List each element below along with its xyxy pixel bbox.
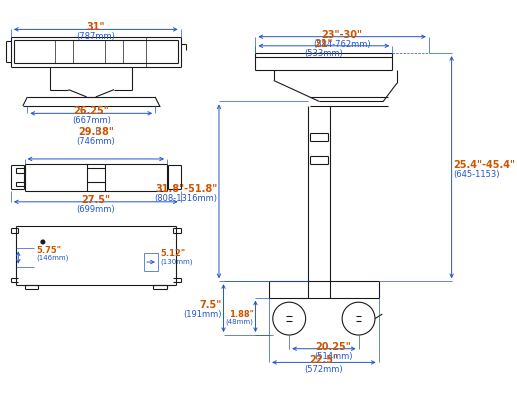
Circle shape xyxy=(342,302,375,335)
Text: 31": 31" xyxy=(86,22,105,32)
Text: (699mm): (699mm) xyxy=(77,204,115,213)
Text: 31.8"-51.8": 31.8"-51.8" xyxy=(155,183,217,193)
Text: 27.5": 27.5" xyxy=(81,194,110,204)
Text: 26.25": 26.25" xyxy=(73,106,109,116)
FancyBboxPatch shape xyxy=(16,169,25,173)
Text: (146mm): (146mm) xyxy=(37,254,69,261)
Text: 21": 21" xyxy=(315,38,333,49)
Text: (48mm): (48mm) xyxy=(226,318,254,324)
FancyBboxPatch shape xyxy=(16,182,25,187)
Text: 22.5": 22.5" xyxy=(309,354,339,365)
Circle shape xyxy=(273,302,306,335)
Text: (667mm): (667mm) xyxy=(72,116,111,125)
Text: (514mm): (514mm) xyxy=(314,350,352,360)
Text: 20.25": 20.25" xyxy=(315,341,351,350)
Text: 1.88": 1.88" xyxy=(229,309,254,318)
Text: (645-1153): (645-1153) xyxy=(453,170,500,178)
Text: 5.12": 5.12" xyxy=(161,249,186,258)
Text: 7.5": 7.5" xyxy=(200,300,222,310)
Text: (533mm): (533mm) xyxy=(305,49,343,57)
Circle shape xyxy=(41,241,44,244)
Text: 23"-30": 23"-30" xyxy=(322,29,362,39)
Text: (808-1316mm): (808-1316mm) xyxy=(154,193,217,202)
Text: (572mm): (572mm) xyxy=(305,365,343,373)
Text: (584-762mm): (584-762mm) xyxy=(313,39,371,49)
Text: 5.75": 5.75" xyxy=(37,245,62,254)
Text: 29.38": 29.38" xyxy=(78,127,114,137)
Text: (130mm): (130mm) xyxy=(161,258,193,264)
Text: (746mm): (746mm) xyxy=(77,137,115,146)
Text: (787mm): (787mm) xyxy=(77,32,115,41)
Text: 25.4"-45.4": 25.4"-45.4" xyxy=(453,160,515,170)
Text: (191mm): (191mm) xyxy=(183,310,222,319)
